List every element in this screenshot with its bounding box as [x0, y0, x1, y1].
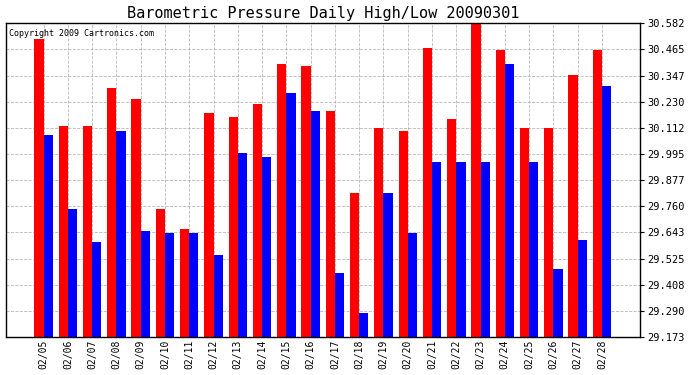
Bar	[34, 39, 43, 337]
Bar	[480, 162, 490, 337]
Bar	[262, 158, 271, 337]
Bar	[335, 273, 344, 337]
Bar	[213, 255, 223, 337]
Bar	[302, 66, 310, 337]
Bar	[544, 128, 553, 337]
Bar	[180, 229, 189, 337]
Bar	[374, 128, 384, 337]
Bar	[83, 126, 92, 337]
Bar	[384, 193, 393, 337]
Bar	[447, 120, 456, 337]
Bar	[59, 126, 68, 337]
Bar	[107, 88, 117, 337]
Bar	[359, 314, 368, 337]
Bar	[165, 233, 174, 337]
Bar	[326, 111, 335, 337]
Bar	[286, 93, 295, 337]
Bar	[569, 75, 578, 337]
Bar	[432, 162, 441, 337]
Text: Copyright 2009 Cartronics.com: Copyright 2009 Cartronics.com	[9, 29, 154, 38]
Title: Barometric Pressure Daily High/Low 20090301: Barometric Pressure Daily High/Low 20090…	[126, 6, 519, 21]
Bar	[553, 269, 562, 337]
Bar	[277, 64, 286, 337]
Bar	[602, 86, 611, 337]
Bar	[204, 113, 213, 337]
Bar	[423, 48, 432, 337]
Bar	[132, 99, 141, 337]
Bar	[117, 130, 126, 337]
Bar	[238, 153, 247, 337]
Bar	[253, 104, 262, 337]
Bar	[456, 162, 466, 337]
Bar	[156, 209, 165, 337]
Bar	[228, 117, 238, 337]
Bar	[399, 130, 408, 337]
Bar	[578, 240, 587, 337]
Bar	[310, 111, 320, 337]
Bar	[408, 233, 417, 337]
Bar	[520, 128, 529, 337]
Bar	[43, 135, 53, 337]
Bar	[68, 209, 77, 337]
Bar	[189, 233, 199, 337]
Bar	[350, 193, 359, 337]
Bar	[495, 50, 505, 337]
Bar	[92, 242, 101, 337]
Bar	[529, 162, 538, 337]
Bar	[593, 50, 602, 337]
Bar	[141, 231, 150, 337]
Bar	[471, 19, 480, 337]
Bar	[505, 64, 514, 337]
